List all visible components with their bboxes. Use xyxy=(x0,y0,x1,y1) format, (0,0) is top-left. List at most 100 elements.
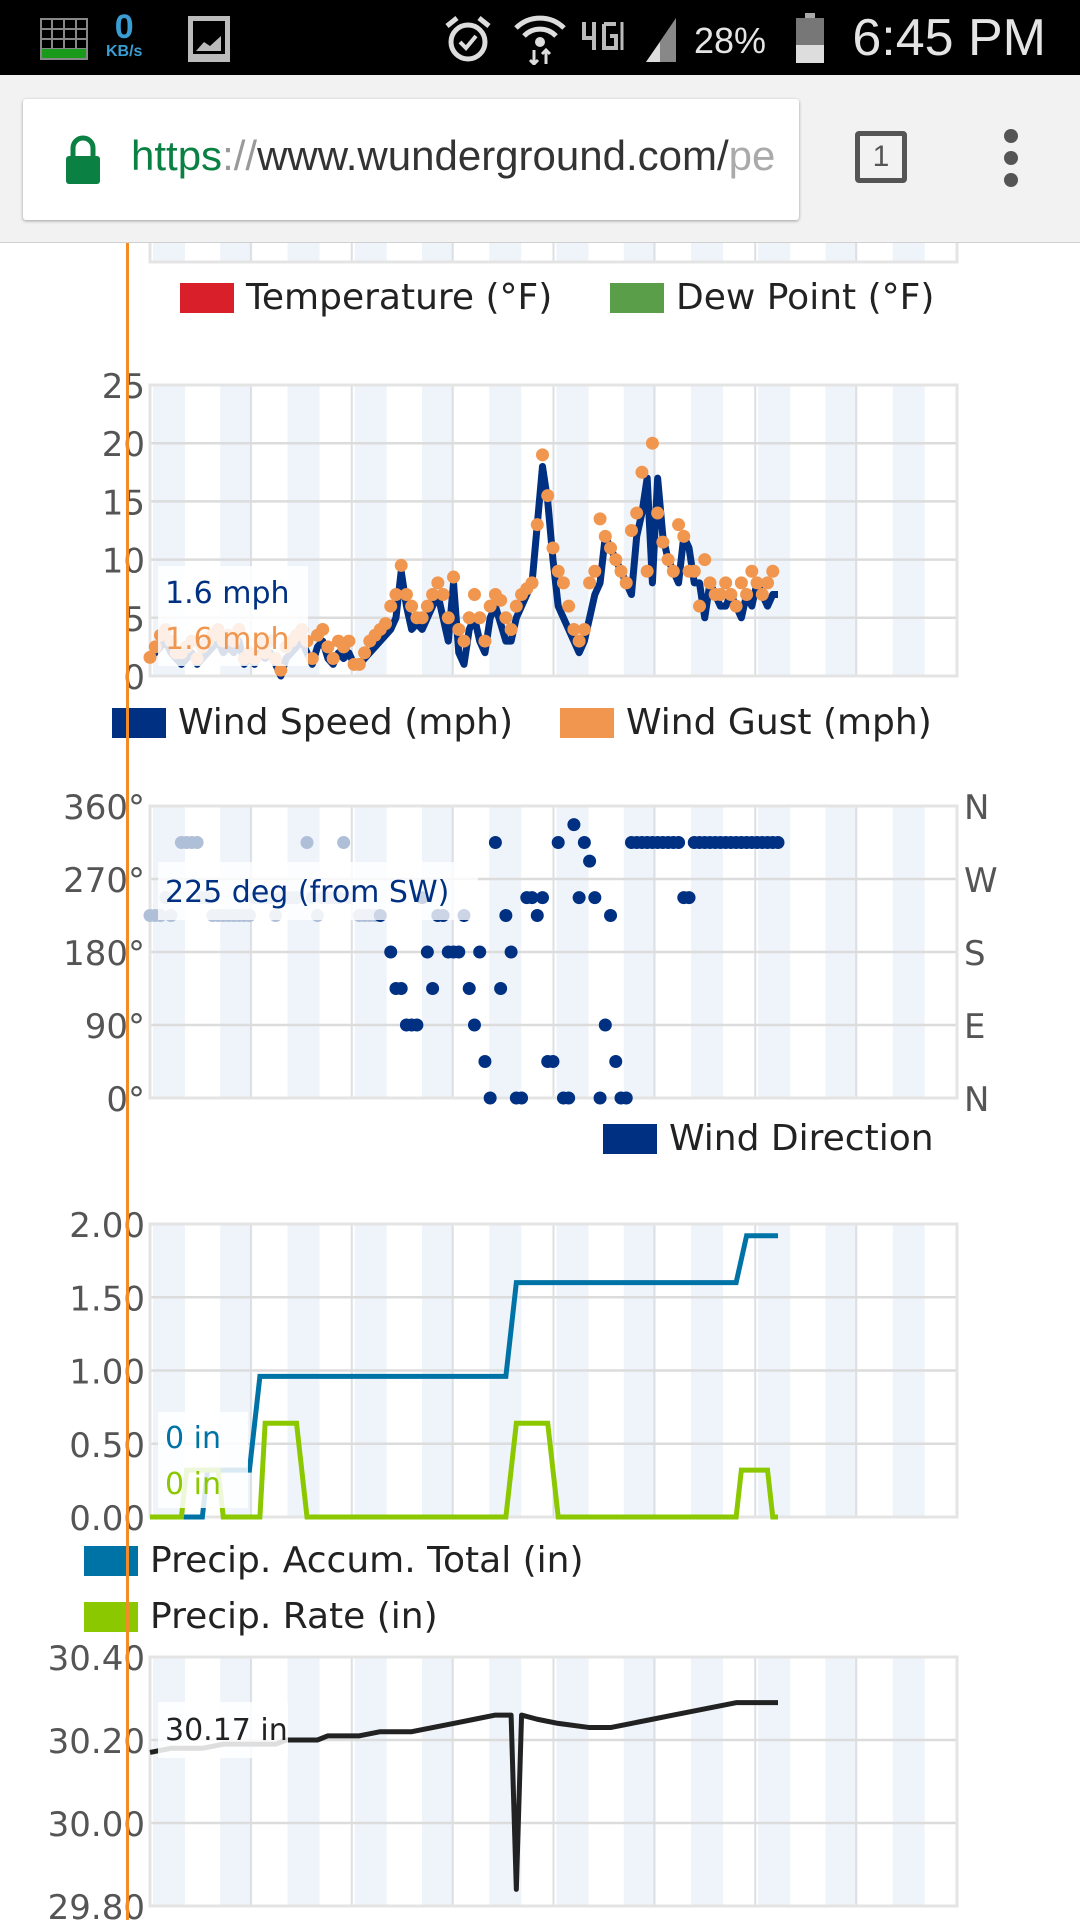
legend-wind-speed-swatch xyxy=(112,708,166,738)
legend-wind-direction-label: Wind Direction xyxy=(669,1118,934,1159)
alarm-icon xyxy=(445,16,491,62)
time-band xyxy=(422,1657,454,1906)
wind-direction-point xyxy=(483,1091,497,1105)
wind-direction-point xyxy=(473,945,487,959)
legend-temperature-label: Temperature (°F) xyxy=(245,277,552,318)
wind-gust-point xyxy=(687,564,701,578)
plot-area xyxy=(148,804,959,1100)
time-band xyxy=(691,385,723,676)
y-tick-label: 1.50 xyxy=(69,1279,145,1319)
wind-gust-point xyxy=(504,622,518,636)
signal-icon xyxy=(646,18,676,62)
legend-dew-point-label: Dew Point (°F) xyxy=(676,277,934,318)
plot-border xyxy=(148,1222,959,1519)
wind-gust-point xyxy=(536,448,549,462)
wind-direction-point xyxy=(562,1091,576,1105)
y-tick-label: 2.00 xyxy=(69,1206,145,1246)
battery-icon xyxy=(796,13,824,63)
y-tick-label: 10 xyxy=(102,542,145,582)
wind-gust-point xyxy=(447,570,461,584)
time-band xyxy=(556,1657,589,1906)
wind-direction-point xyxy=(598,1018,612,1032)
wind-direction-point xyxy=(593,1091,607,1105)
time-band xyxy=(892,243,925,262)
wind-direction-point xyxy=(771,836,785,849)
time-band xyxy=(220,243,253,262)
y-tick-label: 29.80 xyxy=(48,1888,145,1920)
wind-direction-point xyxy=(384,945,398,959)
wind-direction-point xyxy=(672,836,686,849)
crosshair-cursor-line[interactable] xyxy=(126,243,129,1920)
address-bar[interactable]: https://www.wunderground.com/pe xyxy=(23,99,799,220)
wind-direction-point xyxy=(337,836,351,849)
y-tick-label: 30.40 xyxy=(48,1639,145,1679)
url-text[interactable]: https://www.wunderground.com/pe xyxy=(131,132,775,180)
time-band xyxy=(758,385,791,676)
weather-charts: Temperature (°F) Dew Point (°F)2520151050… xyxy=(48,243,998,1920)
wind-gust-point xyxy=(399,588,413,602)
tooltip-box xyxy=(158,566,308,666)
plot-border xyxy=(148,1655,959,1908)
menu-dot-icon xyxy=(1004,173,1018,187)
legend-precip-accum-swatch xyxy=(84,1546,138,1576)
y-tick-right-label: W xyxy=(964,861,998,901)
wind-direction-point xyxy=(488,836,502,849)
wind-gust-point xyxy=(556,576,570,590)
wind-gust-point xyxy=(661,553,675,567)
y-tick-label: 90° xyxy=(85,1007,145,1047)
wind-gust-point xyxy=(457,634,471,648)
wind-gust-point xyxy=(672,518,686,532)
tab-switcher-button[interactable]: 1 xyxy=(855,131,907,183)
image-icon xyxy=(188,16,230,62)
y-tick-right-label: S xyxy=(964,934,986,974)
net-speed-unit: KB/s xyxy=(106,43,143,60)
plot-border xyxy=(148,383,959,678)
wind-gust-point xyxy=(462,611,476,625)
wind-gust-point xyxy=(274,663,288,677)
wind-gust-point xyxy=(666,564,680,578)
y-tick-right-label: N xyxy=(964,788,989,828)
wind-gust-point xyxy=(598,529,612,543)
wind-gust-point xyxy=(583,576,597,590)
wind-gust-point xyxy=(713,588,727,602)
clock: 6:45 PM xyxy=(852,9,1046,67)
wind-gust-point xyxy=(656,535,670,549)
wind-gust-point xyxy=(593,512,607,526)
wind-direction-point xyxy=(478,1055,492,1068)
browser-toolbar: https://www.wunderground.com/pe 1 xyxy=(0,75,1080,243)
time-band xyxy=(153,243,185,262)
time-band xyxy=(287,1657,320,1906)
page-content: Temperature (°F) Dew Point (°F) 25 20 15 10 5 0… xyxy=(0,243,1080,1920)
wind-gust-point xyxy=(326,652,340,666)
wind-gust-point xyxy=(766,564,780,578)
wifi-icon xyxy=(514,15,566,65)
wind-gust-point xyxy=(499,611,513,625)
wind-gust-point xyxy=(614,564,628,578)
overflow-menu-button[interactable] xyxy=(996,129,1026,189)
menu-dot-icon xyxy=(1004,151,1018,165)
time-band xyxy=(758,243,791,262)
wind-direction-point xyxy=(682,891,696,905)
wind-gust-point xyxy=(384,599,398,613)
plot-area xyxy=(148,1655,959,1908)
url-host: www.wunderground.com/ xyxy=(257,132,729,179)
wind-gust-point xyxy=(562,599,576,613)
time-band xyxy=(220,1657,253,1906)
wind-gust-point xyxy=(420,599,434,613)
y-tick-label: 0° xyxy=(106,1080,145,1120)
wind-gust-point xyxy=(745,564,759,578)
wind-gust-point xyxy=(619,576,633,590)
wind-gust-point xyxy=(588,564,602,578)
time-band xyxy=(556,243,589,262)
wind-gust-point xyxy=(316,622,330,636)
wind-direction-point xyxy=(536,891,549,905)
time-band xyxy=(354,243,387,262)
legend-dew-point-swatch xyxy=(610,283,664,313)
wind-direction-point xyxy=(420,945,434,959)
wind-gust-point xyxy=(640,564,654,578)
wind-gust-point xyxy=(426,588,440,602)
wind-gust-point xyxy=(755,588,769,602)
wind-gust-point xyxy=(483,599,497,613)
time-band xyxy=(691,1657,723,1906)
y-tick-label: 30.00 xyxy=(48,1805,145,1845)
